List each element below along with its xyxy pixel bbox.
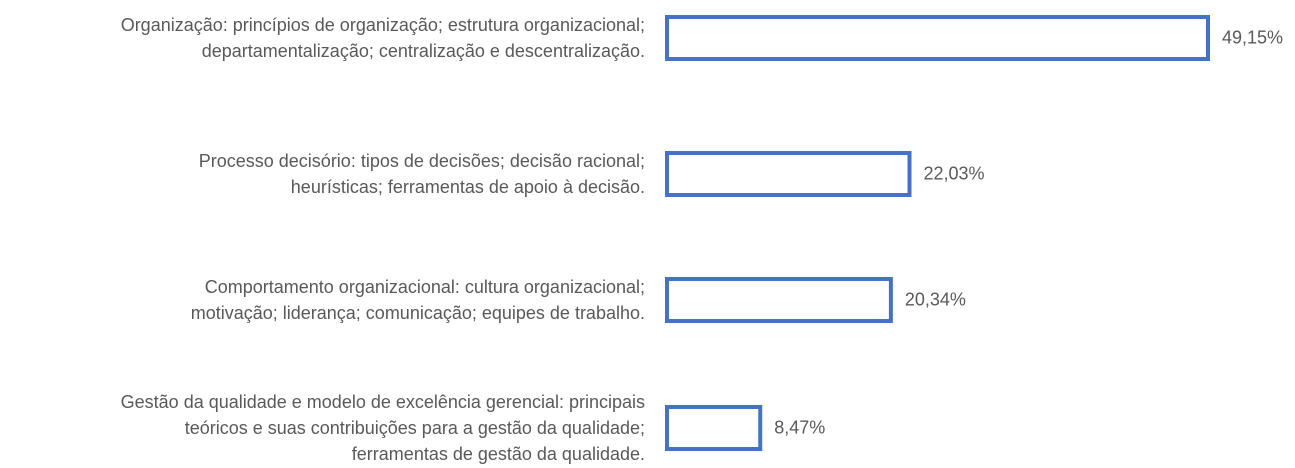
bar (665, 277, 893, 323)
bar (665, 15, 1210, 61)
category-label: Organização: princípios de organização; … (120, 15, 645, 61)
category-label: Comportamento organizacional: cultura or… (190, 277, 645, 323)
category-label: Gestão da qualidade e modelo de excelênc… (120, 392, 645, 464)
bar (665, 405, 763, 451)
value-label: 20,34% (904, 289, 966, 310)
value-label: 22,03% (923, 163, 985, 184)
value-label: 8,47% (774, 417, 826, 438)
value-label: 49,15% (1222, 27, 1284, 48)
bar (665, 151, 912, 197)
category-label: Processo decisório: tipos de decisões; d… (198, 151, 645, 197)
